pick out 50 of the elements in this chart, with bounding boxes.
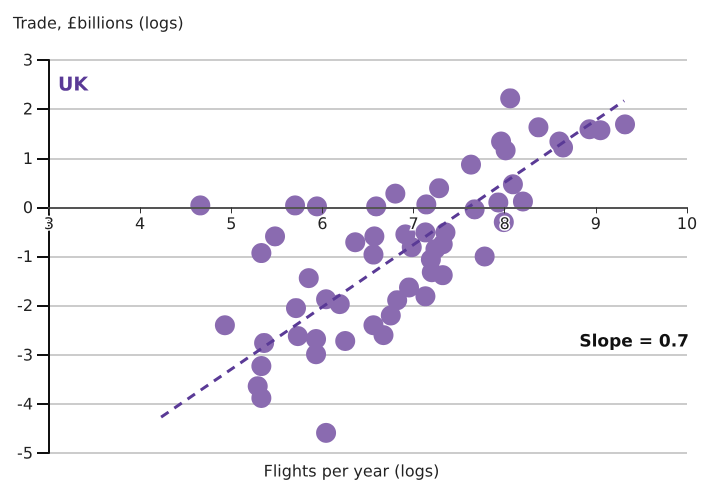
point (251, 356, 272, 376)
point (374, 325, 394, 346)
point (380, 305, 401, 326)
y-tick-label: 0 (22, 198, 33, 217)
x-tick-label: 8 (500, 214, 510, 233)
y-tick-label: -3 (17, 345, 33, 364)
point (512, 191, 533, 212)
x-tick-label: 6 (317, 214, 328, 233)
point (399, 277, 420, 298)
y-tick-label: -2 (17, 296, 33, 316)
point (288, 326, 308, 346)
point (429, 178, 450, 198)
annotation: UK (58, 74, 90, 96)
y-tick-label: 1 (22, 148, 33, 168)
y-tick-label: -4 (17, 394, 33, 414)
x-tick-label: 7 (408, 214, 419, 233)
point (385, 184, 406, 204)
point (387, 290, 408, 310)
x-tick-label: 9 (590, 214, 601, 233)
point (496, 140, 516, 160)
x-tick-label: 4 (135, 214, 146, 233)
point (251, 243, 272, 264)
y-tick-label: 2 (22, 100, 33, 119)
point (500, 88, 520, 108)
point (363, 244, 384, 265)
point (502, 174, 523, 194)
point (474, 246, 495, 266)
point (306, 196, 327, 216)
x-axis-title: Flights per year (logs) (264, 462, 440, 480)
y-axis-title: Trade, £billions (logs) (12, 14, 184, 32)
point (214, 315, 235, 336)
y-tick-label: 3 (22, 50, 33, 70)
x-tick-label: 10 (676, 214, 698, 233)
point (265, 226, 286, 246)
point (298, 268, 319, 288)
point (330, 294, 350, 314)
x-tick-label: 5 (226, 214, 236, 233)
y-tick-label: -5 (17, 444, 33, 462)
point (415, 286, 436, 306)
point (335, 331, 356, 351)
point (345, 232, 366, 252)
y-tick-label: -1 (17, 247, 33, 266)
point (251, 388, 272, 408)
annotation: Slope = 0.7 (579, 332, 690, 352)
point (364, 226, 384, 246)
point (316, 422, 336, 443)
point (615, 114, 636, 134)
point (461, 154, 481, 175)
point (286, 298, 306, 318)
point (528, 117, 548, 138)
